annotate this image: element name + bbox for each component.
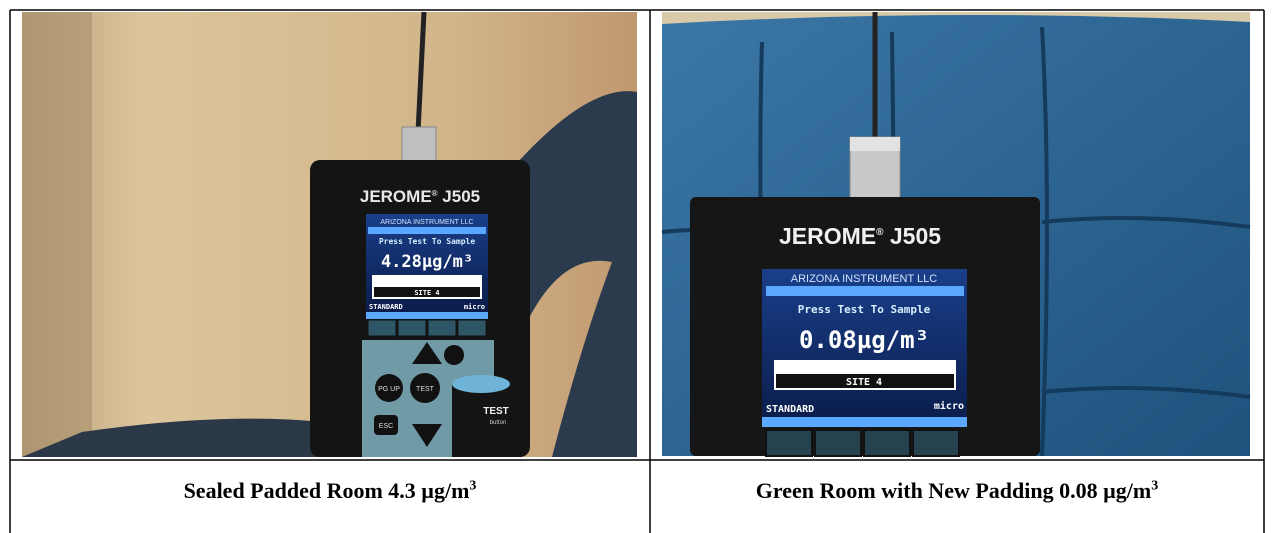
text: 3 xyxy=(469,479,476,494)
site: SITE 4 xyxy=(414,289,439,297)
text: JEROME xyxy=(779,223,876,249)
button-label: TEST xyxy=(483,406,509,417)
button-sub: button xyxy=(490,420,507,426)
key: TEST xyxy=(416,386,435,393)
mode: STANDARD xyxy=(369,303,403,311)
table-grid: JEROME® J505 ARIZONA INSTRUMENT LLC Pres… xyxy=(0,0,1275,533)
prompt: Press Test To Sample xyxy=(379,237,476,246)
reading: 0.08µg/m³ xyxy=(799,326,929,354)
caption: Sealed Padded Room 4.3 µg/m3 xyxy=(10,478,650,504)
reading: 4.28µg/m³ xyxy=(381,252,473,272)
text: Green Room with New Padding 0.08 µg/m xyxy=(756,478,1151,503)
key: PG UP xyxy=(378,386,400,393)
text: 3 xyxy=(1151,479,1158,494)
page: JEROME® J505 ARIZONA INSTRUMENT LLC Pres… xyxy=(0,0,1275,533)
unit-mode: micro xyxy=(464,303,485,311)
model-label: JEROME® J505 xyxy=(360,187,480,206)
maker: ARIZONA INSTRUMENT LLC xyxy=(380,219,473,226)
unit-mode: micro xyxy=(934,400,964,412)
photo-right: JEROME® J505 ARIZONA INSTRUMENT LLC Pres… xyxy=(662,12,1250,456)
text: J505 xyxy=(442,187,480,206)
text: J505 xyxy=(890,223,941,249)
model-label: JEROME® J505 xyxy=(779,223,941,249)
site: SITE 4 xyxy=(846,377,882,388)
photo-left: JEROME® J505 ARIZONA INSTRUMENT LLC Pres… xyxy=(22,12,637,457)
key: ESC xyxy=(379,423,393,430)
maker: ARIZONA INSTRUMENT LLC xyxy=(791,273,938,285)
text: JEROME xyxy=(360,187,432,206)
prompt: Press Test To Sample xyxy=(798,303,931,316)
text: Sealed Padded Room 4.3 µg/m xyxy=(184,478,470,503)
mode: STANDARD xyxy=(766,404,814,415)
caption: Green Room with New Padding 0.08 µg/m3 xyxy=(650,478,1264,504)
